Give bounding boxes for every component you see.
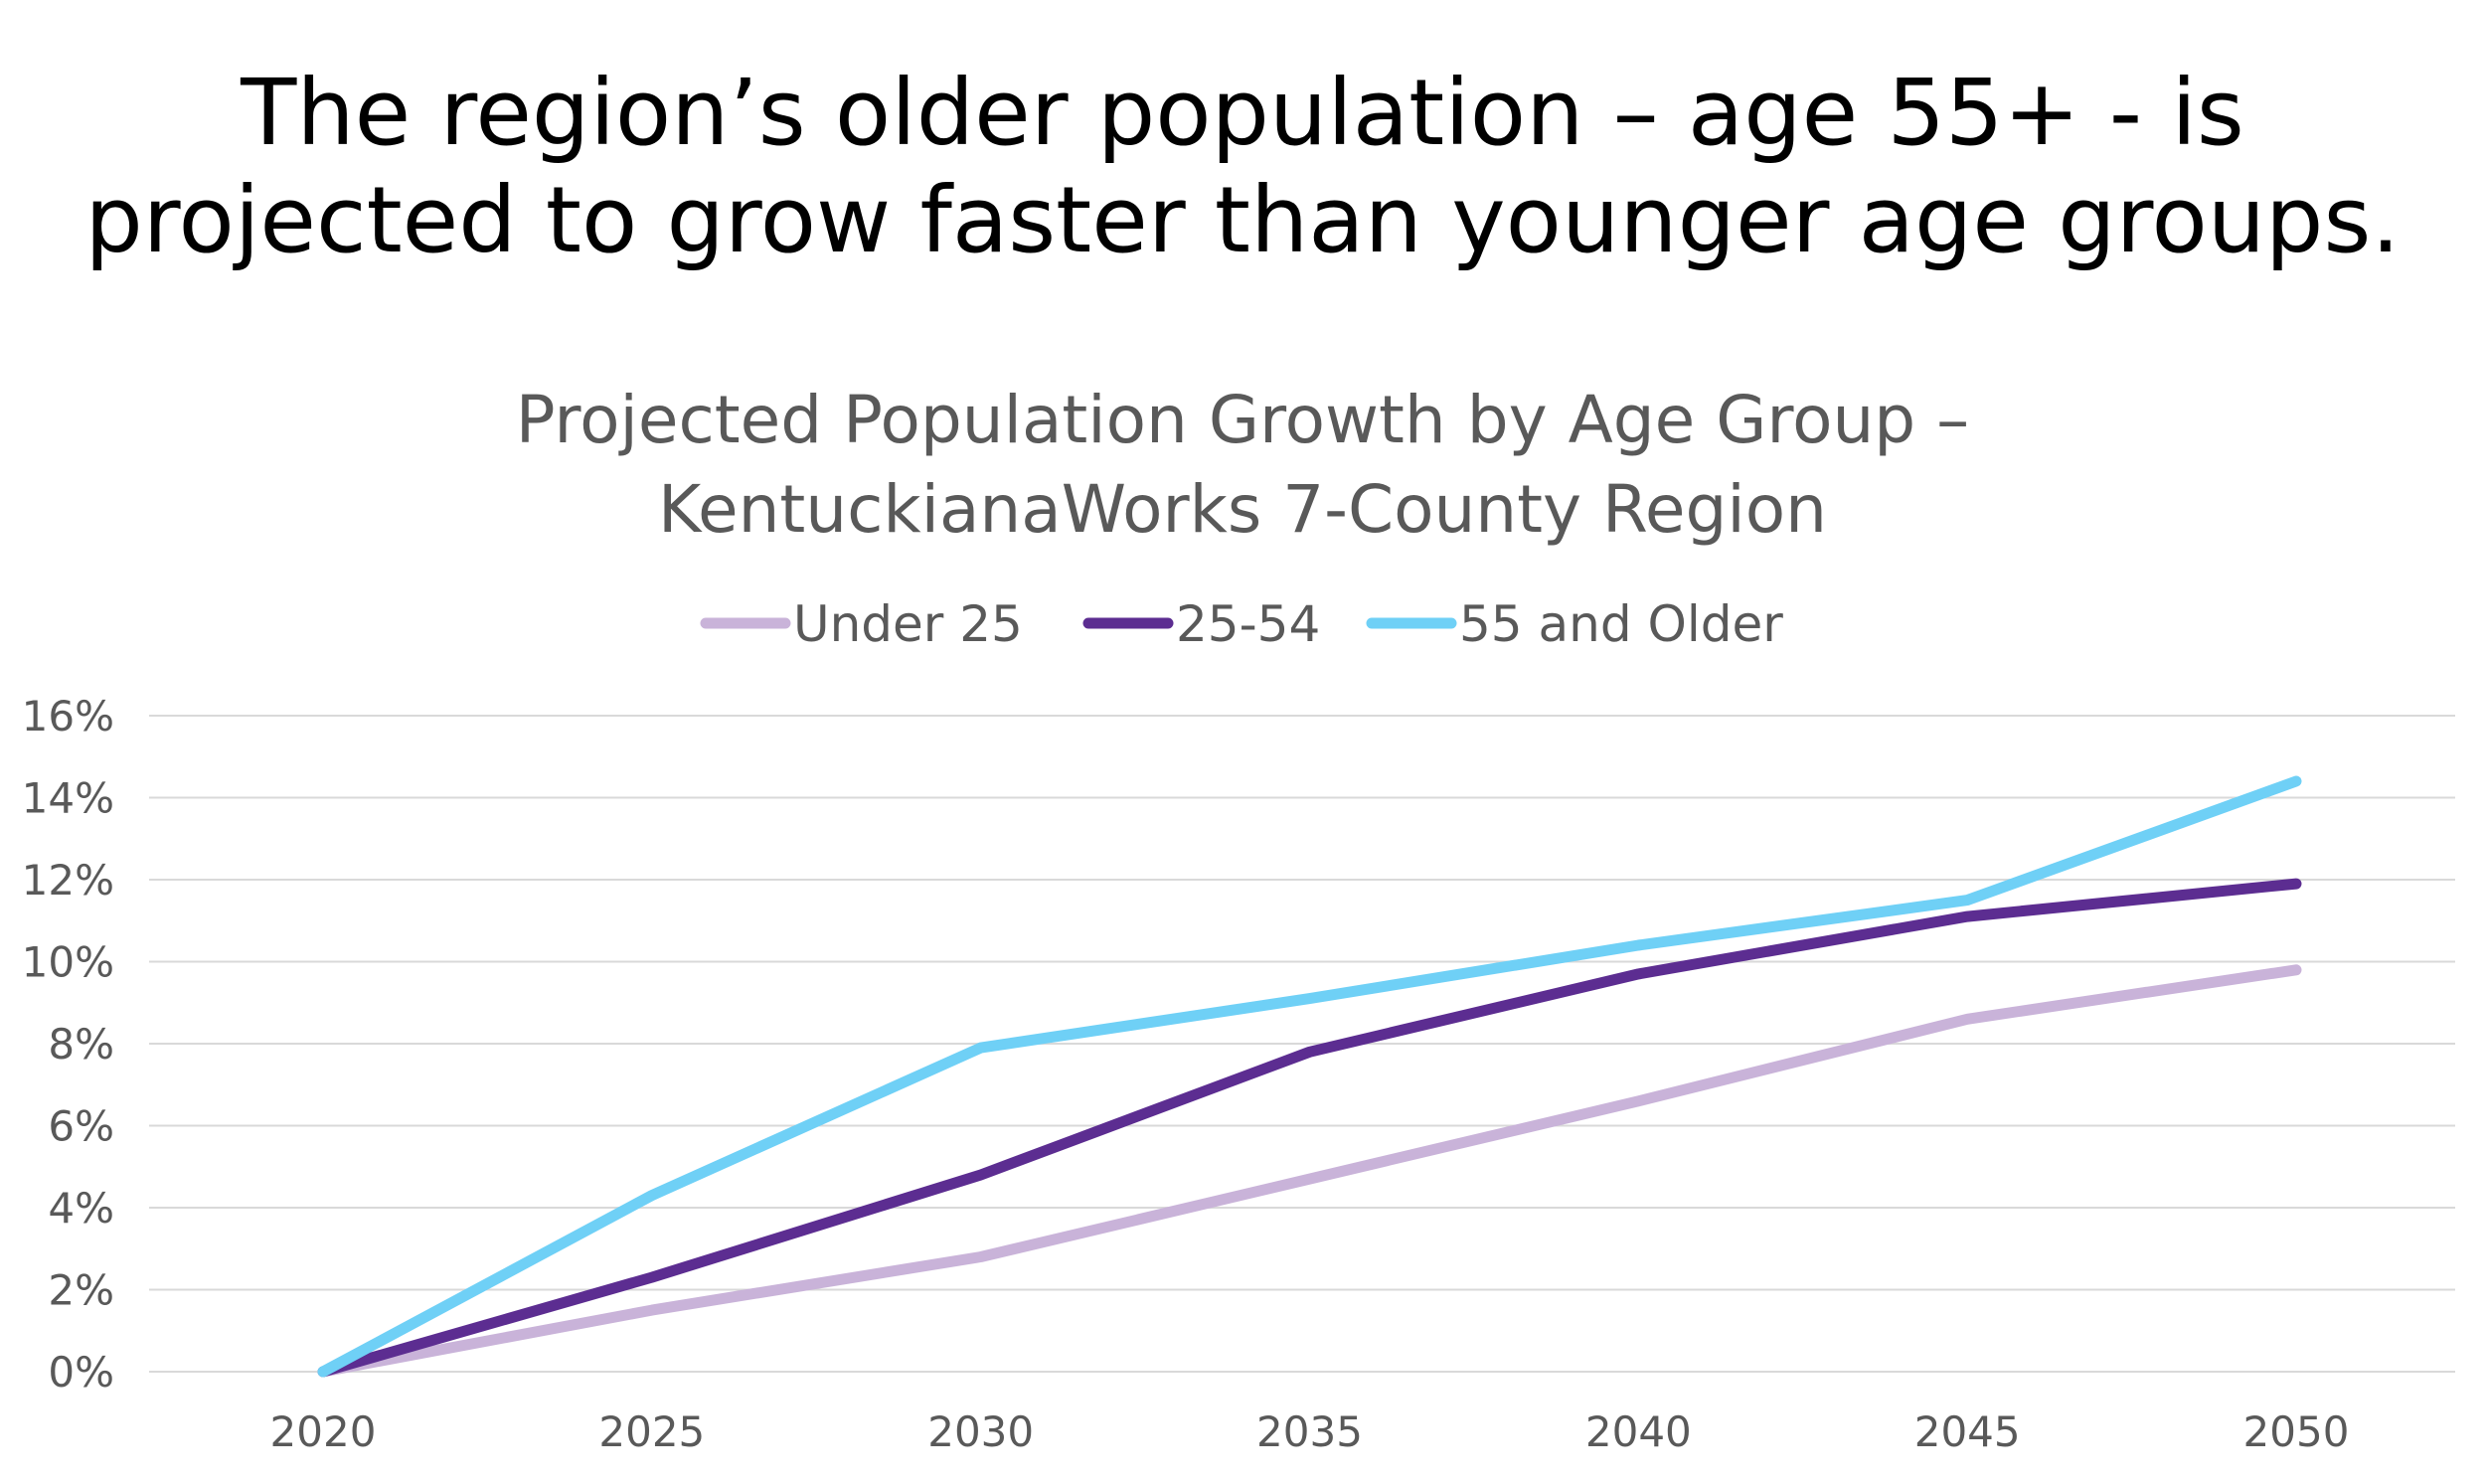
legend-label-2: 25-54 bbox=[1176, 595, 1320, 653]
x-tick-label: 2030 bbox=[927, 1407, 1034, 1456]
legend-label-3: 55 and Older bbox=[1459, 595, 1783, 653]
legend-label-1: Under 25 bbox=[793, 595, 1023, 653]
page-headline: The region’s older population – age 55+ … bbox=[0, 60, 2485, 274]
y-tick-label: 8% bbox=[48, 1020, 114, 1069]
chart-title-line-1: Projected Population Growth by Age Group… bbox=[516, 382, 1969, 458]
y-tick-label: 4% bbox=[48, 1184, 114, 1233]
x-tick-label: 2025 bbox=[598, 1407, 705, 1456]
x-tick-label: 2045 bbox=[1914, 1407, 2021, 1456]
y-tick-label: 6% bbox=[48, 1102, 114, 1151]
x-tick-label: 2040 bbox=[1585, 1407, 1692, 1456]
y-tick-label: 16% bbox=[22, 692, 114, 741]
y-tick-label: 0% bbox=[48, 1348, 114, 1397]
headline-line-2: projected to grow faster than younger ag… bbox=[84, 167, 2401, 273]
y-tick-label: 2% bbox=[48, 1266, 114, 1315]
x-tick-label: 2020 bbox=[270, 1407, 377, 1456]
y-tick-label: 14% bbox=[22, 774, 114, 823]
chart-title-line-2: KentuckianaWorks 7-County Region bbox=[658, 471, 1827, 548]
y-axis-ticks: 0% 2% 4% 6% 8% 10% 12% 14% 16% bbox=[22, 692, 114, 1397]
chart-legend: Under 25 25-54 55 and Older bbox=[700, 595, 1783, 653]
x-tick-label: 2035 bbox=[1256, 1407, 1363, 1456]
series-line-under-25 bbox=[317, 964, 2302, 1378]
y-tick-label: 12% bbox=[22, 856, 114, 905]
y-tick-label: 10% bbox=[22, 938, 114, 987]
headline-line-1: The region’s older population – age 55+ … bbox=[241, 60, 2244, 166]
x-tick-label: 2050 bbox=[2243, 1407, 2350, 1456]
series-line-55-and-older bbox=[317, 775, 2302, 1378]
series-lines bbox=[317, 775, 2302, 1378]
series-line-25-54 bbox=[317, 878, 2302, 1378]
gridlines bbox=[149, 715, 2455, 1373]
x-axis-ticks: 2020 2025 2030 2035 2040 2045 2050 bbox=[270, 1407, 2350, 1456]
chart-title: Projected Population Growth by Age Group… bbox=[516, 382, 1969, 548]
